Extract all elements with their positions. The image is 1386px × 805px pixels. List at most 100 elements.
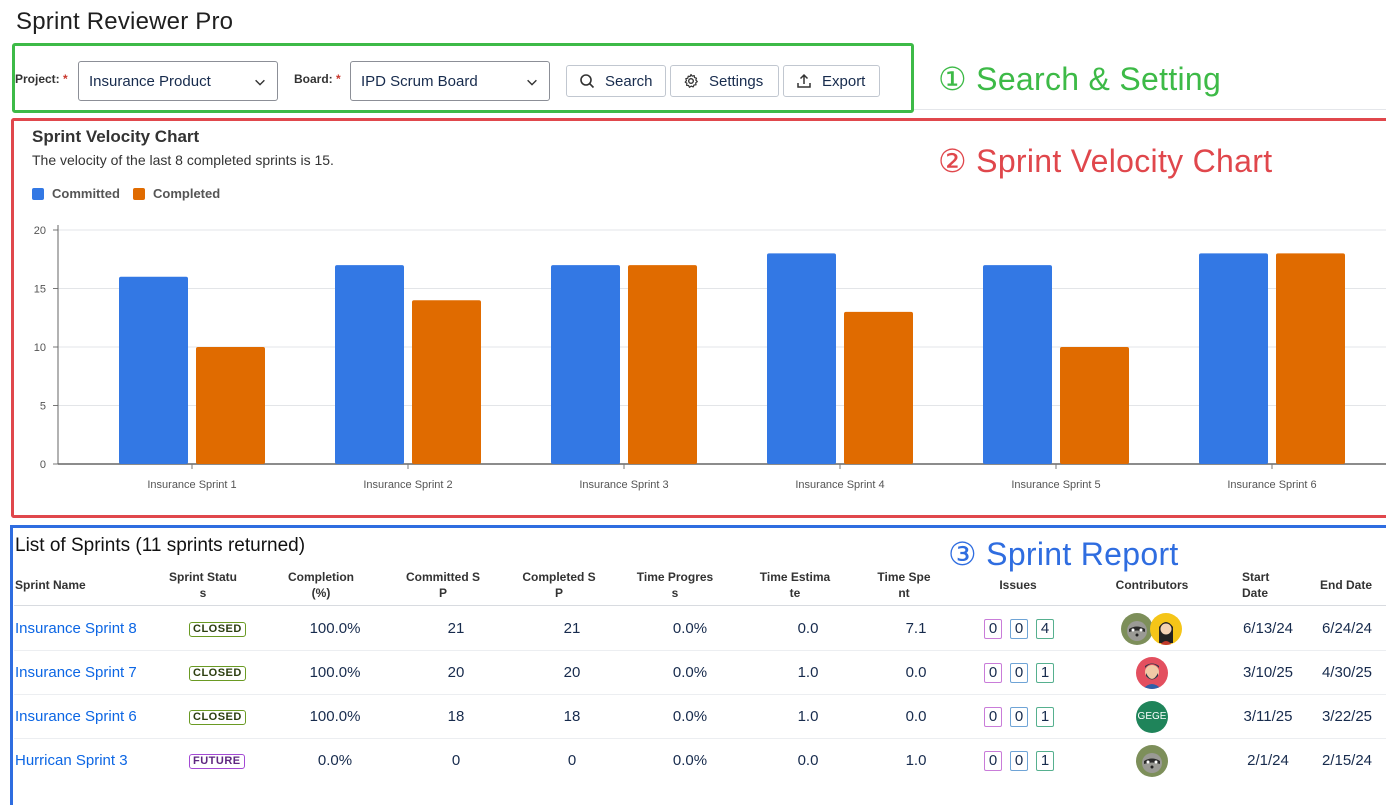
sprint-name-link[interactable]: Hurrican Sprint 3 — [15, 752, 128, 769]
column-header-issues[interactable]: Issues — [999, 578, 1037, 592]
bar-committed-2 — [335, 265, 404, 464]
y-tick-label: 10 — [34, 342, 46, 354]
export-button[interactable]: Export — [783, 65, 880, 97]
time-estimate-cell: 0.0 — [797, 620, 819, 637]
committed-sp-cell: 21 — [447, 620, 465, 637]
column-header-start-date[interactable]: Start Date — [1242, 569, 1269, 601]
annotation-label-search-setting: ① Search & Setting — [938, 61, 1222, 97]
column-header-completion[interactable]: Completion (%) — [276, 569, 366, 601]
issue-count-in-progress[interactable]: 0 — [1010, 663, 1028, 683]
completed-sp-cell: 18 — [563, 708, 581, 725]
project-select[interactable]: Insurance Product — [78, 61, 278, 101]
column-header-time-estimate[interactable]: Time Estima te — [748, 569, 842, 601]
bearded-man-avatar[interactable] — [1136, 657, 1168, 689]
issue-count-todo[interactable]: 0 — [984, 663, 1002, 683]
time-spent-cell: 0.0 — [905, 664, 927, 681]
velocity-chart-title: Sprint Velocity Chart — [32, 127, 200, 146]
start-date-cell: 2/1/24 — [1247, 752, 1289, 769]
time-progress-cell: 0.0% — [672, 664, 708, 681]
column-header-end-date[interactable]: End Date — [1320, 578, 1373, 592]
completed-sp-cell: 20 — [563, 664, 581, 681]
x-tick-label: Insurance Sprint 5 — [1011, 479, 1100, 491]
column-header-contributors[interactable]: Contributors — [1115, 578, 1189, 592]
start-date-cell: 3/11/25 — [1243, 708, 1293, 725]
end-date-cell: 2/15/24 — [1321, 752, 1373, 769]
committed-sp-cell: 18 — [447, 708, 465, 725]
header-line: s — [671, 586, 679, 600]
header-line: Time Spe — [877, 570, 931, 584]
legend-item-completed[interactable]: Completed — [133, 186, 220, 201]
search-button[interactable]: Search — [566, 65, 666, 97]
bar-completed-3 — [628, 265, 697, 464]
time-estimate-cell: 1.0 — [797, 664, 819, 681]
issue-count-done[interactable]: 4 — [1036, 619, 1054, 639]
bar-completed-5 — [1060, 347, 1129, 464]
raccoon-avatar[interactable] — [1136, 745, 1168, 777]
time-progress-cell: 0.0% — [672, 620, 708, 637]
x-tick-label: Insurance Sprint 6 — [1227, 479, 1316, 491]
chevron-down-icon — [255, 79, 265, 86]
sprint-name-link[interactable]: Insurance Sprint 7 — [15, 664, 137, 681]
legend-label-completed: Completed — [153, 186, 221, 201]
board-label-text: Board: — [294, 72, 333, 86]
column-header-time-progress[interactable]: Time Progres s — [628, 569, 722, 601]
legend-label-committed: Committed — [52, 186, 120, 201]
raccoon-avatar[interactable] — [1121, 613, 1153, 645]
initials-avatar[interactable]: GEGE — [1136, 701, 1168, 733]
woman-icon — [1150, 613, 1182, 645]
y-tick-label: 15 — [34, 284, 46, 296]
issue-count-in-progress[interactable]: 0 — [1010, 751, 1028, 771]
bar-completed-6 — [1276, 253, 1345, 464]
x-tick-label: Insurance Sprint 4 — [795, 479, 884, 491]
y-tick-label: 20 — [34, 225, 46, 237]
status-badge: CLOSED — [189, 710, 246, 725]
settings-button[interactable]: Settings — [670, 65, 779, 97]
completion-cell: 100.0% — [309, 664, 361, 681]
annotation-label-sprint-report: ③ Sprint Report — [948, 536, 1179, 572]
time-estimate-cell: 0.0 — [797, 752, 819, 769]
completed-sp-cell: 21 — [563, 620, 581, 637]
start-date-cell: 3/10/25 — [1242, 664, 1294, 681]
legend-item-committed[interactable]: Committed — [32, 186, 120, 201]
issue-count-done[interactable]: 1 — [1036, 663, 1054, 683]
row-divider — [14, 694, 1386, 695]
column-header-completed-sp[interactable]: Completed S P — [512, 569, 606, 601]
sprint-name-link[interactable]: Insurance Sprint 8 — [15, 620, 137, 637]
column-header-sprint-name[interactable]: Sprint Name — [15, 578, 86, 592]
project-label-text: Project: — [15, 72, 60, 86]
upload-icon — [797, 73, 811, 88]
completion-cell: 0.0% — [317, 752, 353, 769]
required-mark: * — [336, 72, 341, 86]
header-line: Committed S — [405, 570, 480, 584]
app-title: Sprint Reviewer Pro — [16, 8, 234, 35]
board-select[interactable]: IPD Scrum Board — [350, 61, 550, 101]
issue-count-todo[interactable]: 0 — [984, 707, 1002, 727]
project-field-label: Project: * — [15, 72, 68, 86]
header-line: s — [199, 586, 207, 600]
y-tick-label: 0 — [40, 459, 46, 471]
issue-count-todo[interactable]: 0 — [984, 619, 1002, 639]
header-line: Time Estima — [759, 570, 831, 584]
annotation-label-velocity-chart: ② Sprint Velocity Chart — [938, 143, 1273, 179]
issue-count-in-progress[interactable]: 0 — [1010, 707, 1028, 727]
time-spent-cell: 7.1 — [905, 620, 927, 637]
woman-avatar[interactable] — [1150, 613, 1182, 645]
issue-count-todo[interactable]: 0 — [984, 751, 1002, 771]
issue-count-done[interactable]: 1 — [1036, 707, 1054, 727]
completion-cell: 100.0% — [309, 620, 361, 637]
x-tick-label: Insurance Sprint 2 — [363, 479, 452, 491]
issue-count-in-progress[interactable]: 0 — [1010, 619, 1028, 639]
time-progress-cell: 0.0% — [672, 752, 708, 769]
bearded-man-icon — [1136, 657, 1168, 689]
issue-count-done[interactable]: 1 — [1036, 751, 1054, 771]
column-header-time-spent[interactable]: Time Spe nt — [864, 569, 944, 601]
chevron-down-icon — [527, 79, 537, 86]
column-header-sprint-status[interactable]: Sprint Statu s — [160, 569, 246, 601]
x-tick-label: Insurance Sprint 3 — [579, 479, 668, 491]
settings-button-label: Settings — [709, 72, 764, 90]
y-tick-label: 5 — [40, 401, 46, 413]
time-progress-cell: 0.0% — [672, 708, 708, 725]
bar-completed-2 — [412, 300, 481, 464]
sprint-name-link[interactable]: Insurance Sprint 6 — [15, 708, 137, 725]
column-header-committed-sp[interactable]: Committed S P — [396, 569, 490, 601]
